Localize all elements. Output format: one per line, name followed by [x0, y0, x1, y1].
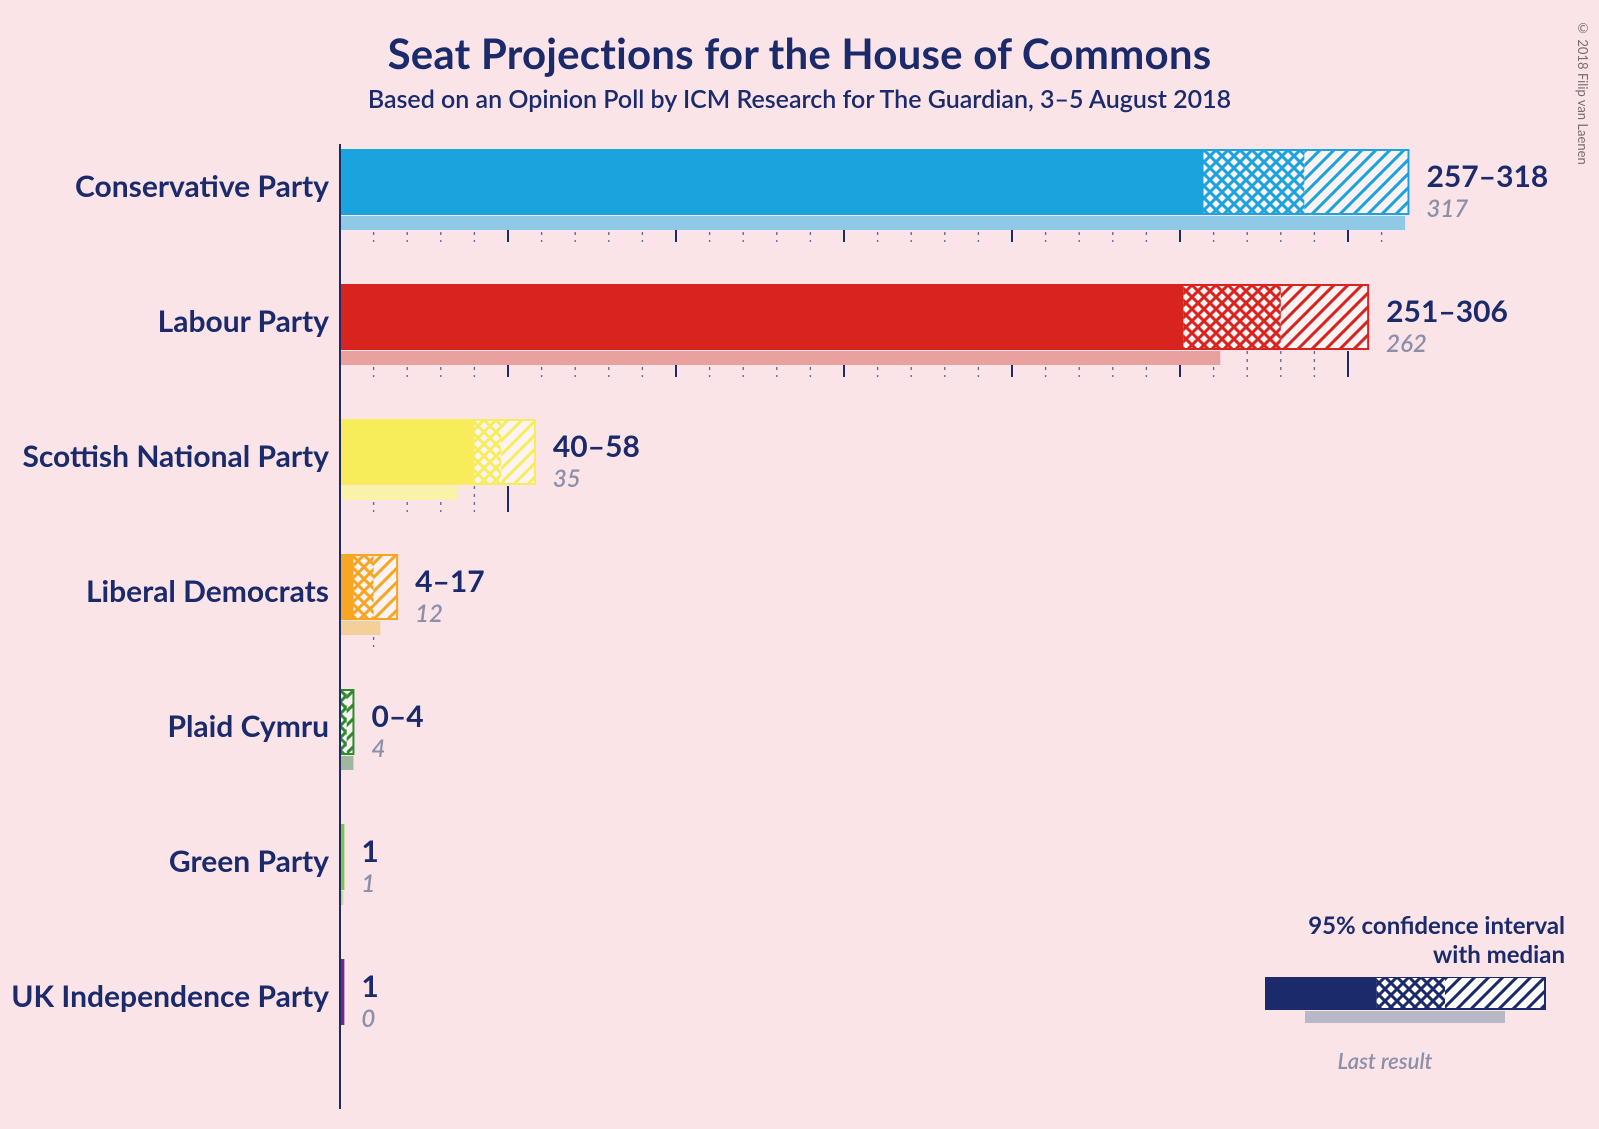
- last-result-label: 35: [553, 464, 581, 493]
- party-label: Green Party: [169, 843, 329, 879]
- range-label: 40–58: [553, 428, 640, 464]
- party-bar: [340, 150, 1415, 270]
- party-bar: [340, 420, 541, 540]
- range-label: 1: [361, 968, 378, 1004]
- last-result-label: 0: [361, 1004, 375, 1033]
- legend: 95% confidence interval with median Last…: [1205, 912, 1565, 1074]
- chart-subtitle: Based on an Opinion Poll by ICM Research…: [0, 84, 1599, 114]
- range-label: 257–318: [1426, 158, 1548, 194]
- legend-last-label: Last result: [1205, 1047, 1565, 1074]
- party-label: Labour Party: [158, 303, 329, 339]
- legend-line1: 95% confidence interval: [1308, 911, 1565, 940]
- last-result-label: 4: [371, 734, 385, 763]
- party-label: Conservative Party: [75, 168, 329, 204]
- legend-title: 95% confidence interval with median: [1205, 912, 1565, 969]
- party-label: Liberal Democrats: [86, 573, 329, 609]
- party-bar: [340, 555, 404, 675]
- party-row: Liberal Democrats 4–1712: [0, 555, 1599, 675]
- party-label: Plaid Cymru: [167, 708, 329, 744]
- party-label: Scottish National Party: [22, 438, 329, 474]
- party-row: Plaid Cymru 0–44: [0, 690, 1599, 810]
- party-row: Labour Party 251–306262: [0, 285, 1599, 405]
- legend-swatch: [1265, 977, 1565, 1041]
- range-label: 4–17: [415, 563, 485, 599]
- range-label: 1: [361, 833, 378, 869]
- last-result-label: 317: [1426, 194, 1468, 223]
- party-bar: [340, 285, 1375, 405]
- party-bar: [340, 690, 360, 810]
- legend-line2: with median: [1433, 940, 1565, 969]
- chart-title: Seat Projections for the House of Common…: [0, 0, 1599, 78]
- party-label: UK Independence Party: [11, 978, 329, 1014]
- party-row: Scottish National Party 40–5835: [0, 420, 1599, 540]
- party-row: Conservative Party 257–318317: [0, 150, 1599, 270]
- last-result-label: 262: [1386, 329, 1427, 358]
- range-label: 251–306: [1386, 293, 1508, 329]
- last-result-label: 12: [415, 599, 443, 628]
- range-label: 0–4: [371, 698, 423, 734]
- last-result-label: 1: [361, 869, 375, 898]
